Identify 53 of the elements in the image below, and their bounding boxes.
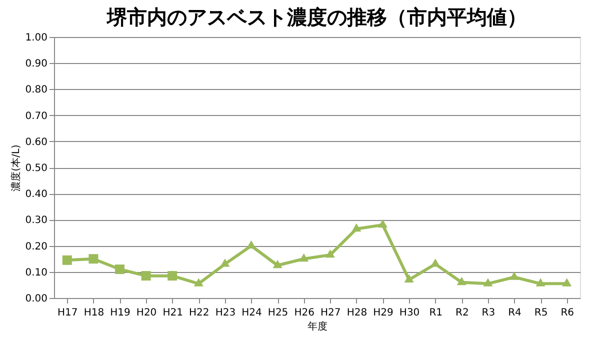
point [483, 278, 493, 286]
point [115, 264, 124, 274]
x-tick-label: R4 [508, 308, 522, 318]
x-tick-label: H23 [215, 308, 236, 318]
point [272, 260, 282, 268]
y-tick-label: 0.80 [25, 84, 48, 96]
x-tick-label: H20 [136, 308, 157, 318]
y-axis-title: 濃度(本/L) [10, 144, 22, 192]
point [299, 253, 309, 262]
y-tick-label: 0.40 [25, 189, 48, 200]
point [536, 278, 546, 286]
y-tick-label: 0.70 [25, 110, 48, 122]
point [378, 219, 388, 228]
y-tick-label: 0.30 [25, 215, 48, 226]
x-tick-label: H26 [294, 308, 314, 318]
point [194, 278, 204, 286]
x-tick-label: R1 [429, 308, 443, 318]
x-tick-label: R6 [560, 308, 574, 318]
y-tick-label: 0.00 [25, 294, 48, 304]
point [562, 278, 572, 286]
point [456, 276, 466, 286]
x-tick-label: H29 [373, 308, 394, 318]
x-tick-label: H27 [320, 308, 341, 318]
x-tick-label: H21 [162, 308, 183, 318]
point [88, 254, 98, 264]
x-tick-label: H18 [84, 308, 104, 318]
x-axis-title: 年度 [308, 320, 328, 332]
x-tick-label: H22 [189, 308, 210, 318]
chart-title: 堺市内のアスベスト濃度の推移（市内平均値） [106, 5, 527, 29]
point [510, 272, 519, 280]
x-tick-label: R2 [455, 308, 469, 318]
point [325, 249, 335, 258]
point [430, 258, 440, 267]
y-tick-label: 1.00 [25, 32, 48, 44]
point [141, 271, 151, 281]
y-tick-label: 0.90 [25, 58, 48, 70]
x-tick-label: H28 [346, 308, 368, 318]
y-tick-label: 0.50 [25, 163, 48, 174]
x-tick-label: R3 [482, 308, 496, 318]
point [220, 258, 230, 267]
point [246, 240, 256, 249]
x-tick-label: R5 [534, 308, 548, 318]
x-tick-label: H24 [242, 308, 262, 318]
x-tick-label: H25 [268, 308, 288, 318]
point [352, 223, 362, 232]
x-tick-label: H17 [58, 308, 78, 318]
x-tick-label: H30 [399, 308, 420, 318]
point [404, 274, 414, 282]
y-tick-label: 0.60 [25, 136, 48, 148]
y-tick-label: 0.20 [25, 241, 48, 252]
x-tick-label: H19 [110, 308, 130, 318]
y-tick-label: 0.10 [25, 267, 48, 278]
point [62, 255, 72, 265]
